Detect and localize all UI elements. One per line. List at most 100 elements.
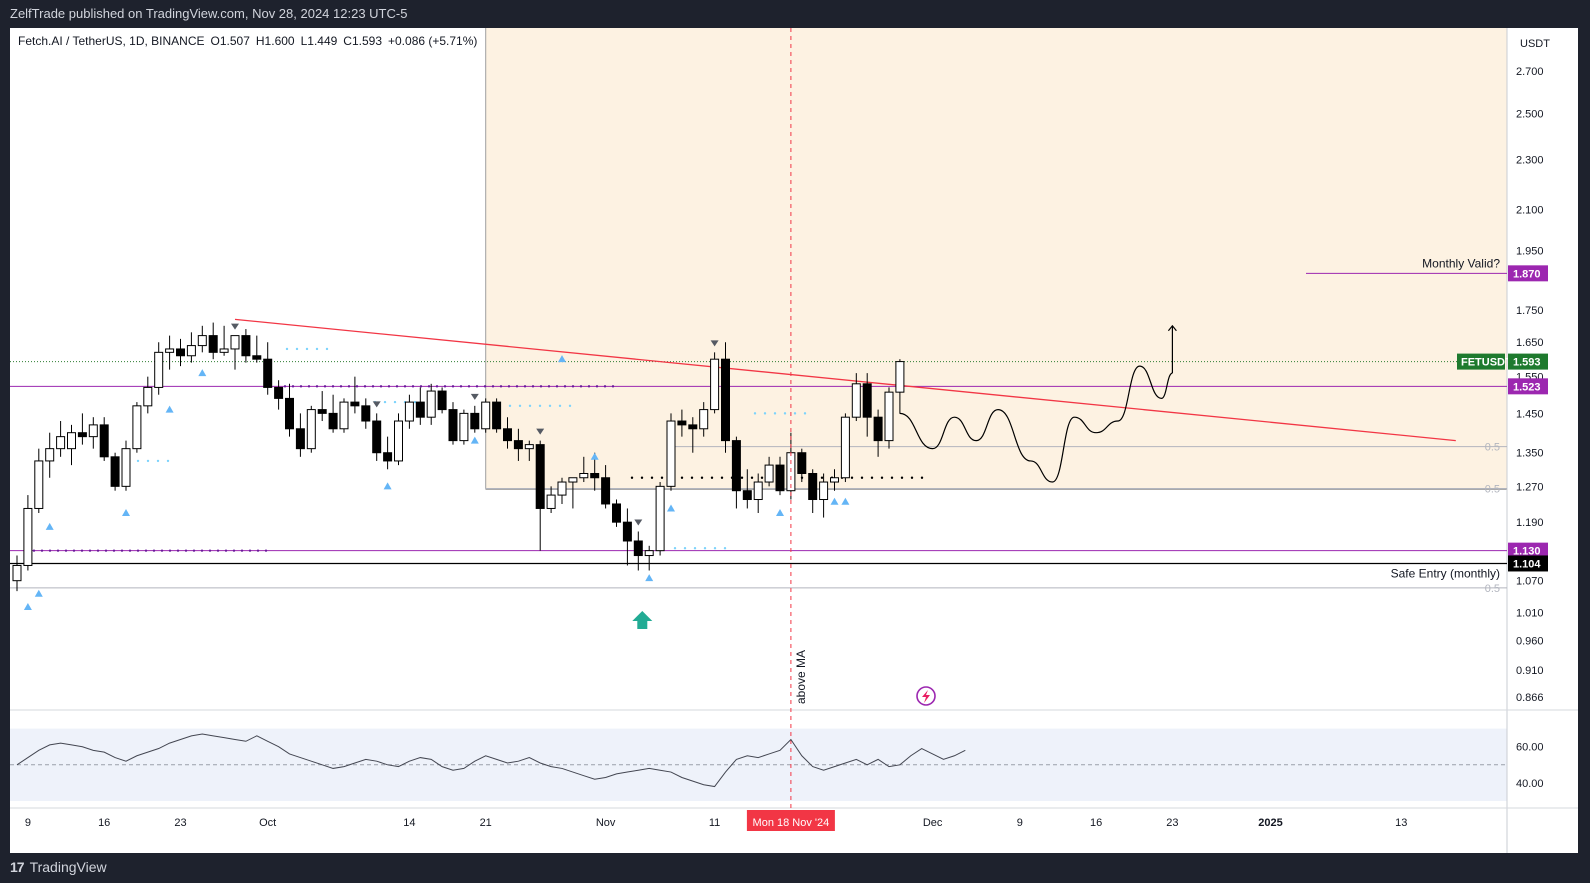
time-tick: 23: [174, 817, 186, 829]
indicator-dot: [523, 385, 527, 388]
time-tick: Nov: [596, 817, 616, 829]
candle-body: [677, 420, 687, 426]
tradingview-logo[interactable]: 17 TradingView: [10, 859, 107, 875]
indicator-dot: [563, 385, 567, 388]
indicator-dot: [571, 385, 575, 388]
indicator-dot: [395, 385, 399, 388]
above-ma-label: above MA: [794, 650, 808, 704]
indicator-dot: [112, 549, 116, 552]
indicator-dot: [40, 549, 44, 552]
candle-body: [688, 424, 698, 430]
price-tick: 1.950: [1516, 245, 1544, 257]
candle-body: [121, 448, 131, 487]
price-tag-bg: [1508, 555, 1548, 572]
candle-body: [775, 464, 785, 492]
indicator-dot: [443, 385, 447, 388]
price-tick: 1.010: [1516, 607, 1544, 619]
indicator-dot: [690, 476, 694, 479]
symbol-legend: Fetch.AI / TetherUS, 1D, BINANCE O1.507 H1…: [18, 34, 483, 48]
candle-body: [710, 358, 720, 411]
candle-body: [394, 420, 403, 462]
time-tick: Dec: [923, 817, 943, 829]
indicator-dot: [568, 404, 572, 408]
candle-body: [372, 420, 382, 454]
indicator-dot: [518, 404, 522, 408]
pivot-up-marker: [198, 369, 207, 377]
price-tag: 1.870: [1513, 268, 1541, 280]
fib-label: 0.5: [1485, 484, 1500, 496]
indicator-dot: [528, 404, 532, 408]
legend-change: +0.086 (+5.71%): [388, 34, 478, 48]
indicator-dot: [508, 404, 512, 408]
chart-svg[interactable]: Monthly Valid? Safe Entry (monthly) 0.5 0.5…: [10, 28, 1578, 853]
price-tick: 2.700: [1516, 66, 1544, 78]
indicator-dot: [208, 549, 212, 552]
pivot-up-marker: [470, 436, 479, 444]
indicator-dot: [539, 385, 543, 388]
pivot-up-marker: [558, 355, 566, 363]
candle-body: [23, 507, 33, 566]
candle-body: [383, 452, 393, 462]
time-tick: 16: [1090, 817, 1102, 829]
candle-body: [132, 405, 142, 450]
indicator-dot: [96, 549, 100, 552]
indicator-dot: [475, 385, 479, 388]
candle-body: [612, 503, 621, 523]
candle-body: [99, 424, 109, 458]
indicator-dot: [693, 547, 697, 550]
indicator-dot: [176, 549, 180, 552]
candle-body: [459, 412, 469, 442]
price-tag: 1.593: [1513, 357, 1541, 369]
pivot-down-marker: [710, 340, 719, 347]
indicator-dot: [900, 476, 904, 479]
indicator-dot: [256, 549, 260, 552]
price-tick: 0.960: [1516, 635, 1544, 647]
indicator-dot: [413, 400, 417, 404]
legend-low: L1.449: [300, 34, 338, 48]
time-tick: 23: [1166, 817, 1178, 829]
candle-body: [437, 390, 447, 411]
indicator-dot: [555, 385, 559, 388]
indicator-dot: [168, 549, 172, 552]
candle-body: [317, 409, 327, 414]
price-tick: 2.500: [1516, 108, 1544, 120]
indicator-dot: [579, 385, 583, 388]
pivot-up-marker: [383, 482, 392, 490]
indicator-dot: [184, 549, 188, 552]
candle-body: [851, 383, 861, 418]
candles-layer: [12, 322, 905, 592]
legend-open: O1.507: [210, 34, 250, 48]
price-tag-bg: [1508, 542, 1548, 559]
candle-body: [77, 432, 87, 438]
candle-body: [579, 472, 589, 479]
candle-body: [731, 440, 741, 492]
candle-body: [862, 383, 872, 418]
indicator-dot: [291, 385, 295, 388]
grid-layer: [10, 28, 1578, 853]
indicator-dot: [703, 547, 707, 550]
rsi-tick: 60.00: [1516, 742, 1544, 754]
candle-body: [884, 391, 894, 442]
indicator-dot: [680, 476, 684, 479]
candle-body: [165, 348, 175, 353]
pivot-up-marker: [165, 405, 174, 413]
rsi-tick: 40.00: [1516, 778, 1544, 790]
candle-body: [426, 390, 436, 418]
indicator-dot: [860, 476, 864, 479]
indicator-dot: [295, 347, 299, 351]
candle-body: [328, 412, 338, 430]
price-tag-bg: [1508, 353, 1548, 370]
candle-body: [699, 409, 709, 430]
crosshair-date-bg: [746, 810, 835, 831]
time-tick: 16: [98, 817, 110, 829]
indicator-dot: [240, 549, 244, 552]
indicator-dot: [325, 347, 329, 351]
candle-body: [601, 477, 611, 505]
time-tick: Oct: [259, 817, 276, 829]
pivot-down-marker: [470, 393, 479, 400]
indicator-dot: [216, 549, 220, 552]
indicator-dot: [383, 400, 387, 404]
chart-area[interactable]: Monthly Valid? Safe Entry (monthly) 0.5 0.5…: [10, 28, 1578, 853]
time-tick: 9: [1017, 817, 1023, 829]
indicator-dot: [760, 476, 764, 479]
